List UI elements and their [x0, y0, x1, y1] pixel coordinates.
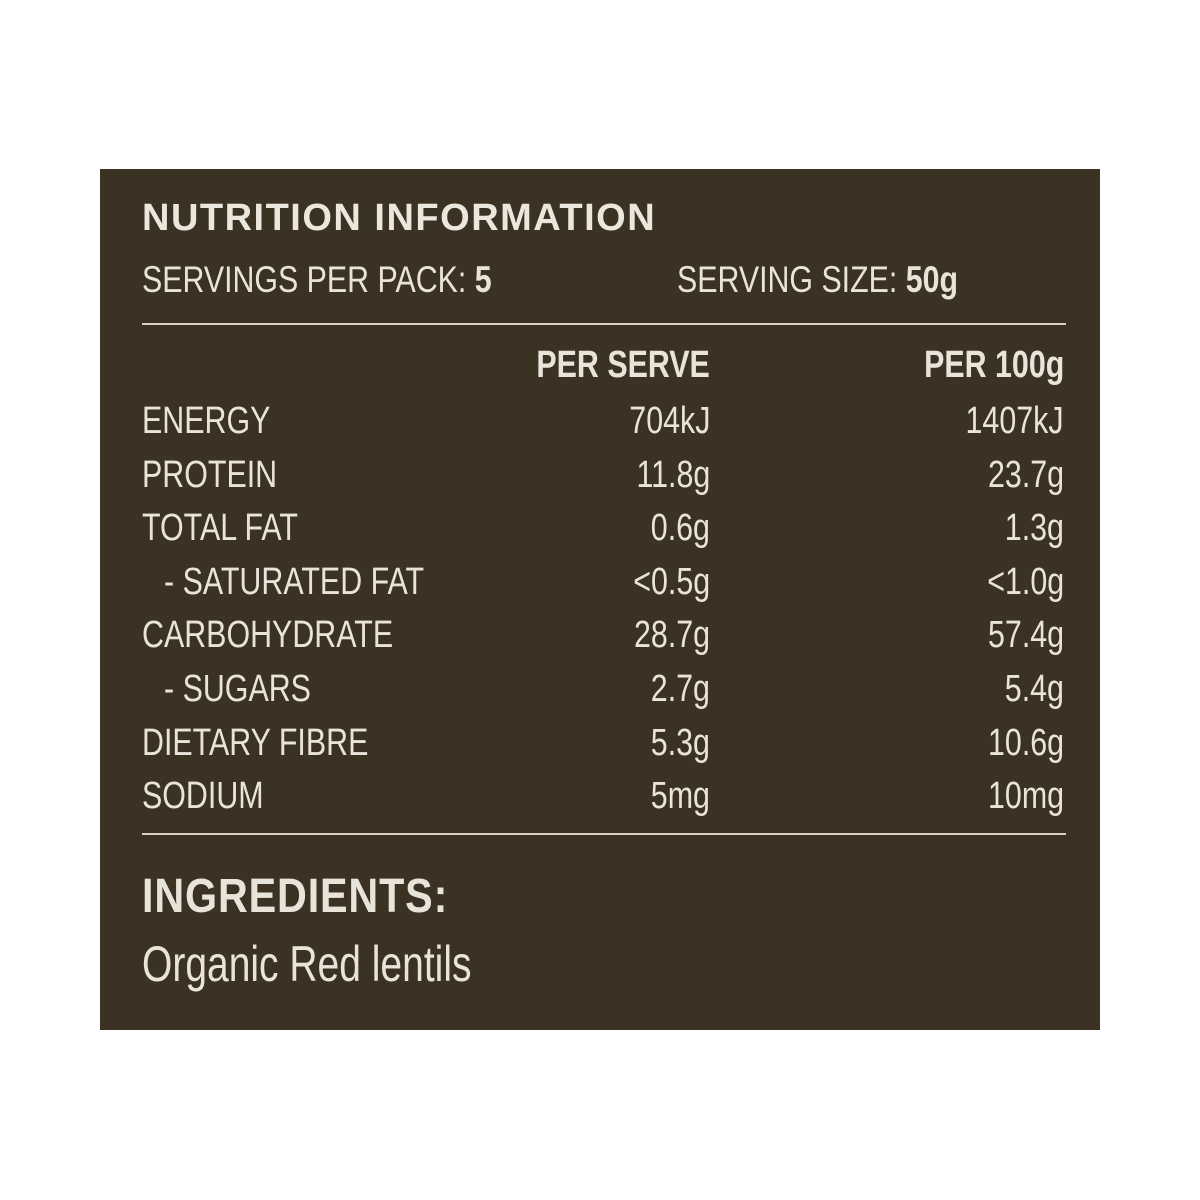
per-serve-value: 28.7g [633, 614, 710, 657]
column-header-per-100g: PER 100g [923, 344, 1064, 386]
ingredients-text: Organic Red lentils [142, 936, 472, 992]
per-serve-value: 5mg [650, 775, 710, 818]
divider-bottom [142, 833, 1066, 835]
divider-top [142, 323, 1066, 325]
per-100g-value: 1407kJ [965, 400, 1064, 442]
servings-per-pack-value: 5 [474, 259, 492, 300]
nutrient-name: DIETARY FIBRE [142, 721, 369, 764]
ingredients-heading: INGREDIENTS: [142, 870, 449, 923]
serving-size-value: 50g [905, 259, 959, 300]
table-row: CARBOHYDRATE 28.7g 57.4g [142, 611, 1066, 665]
table-row: - SATURATED FAT <0.5g <1.0g [142, 558, 1066, 612]
table-row: TOTAL FAT 0.6g 1.3g [142, 504, 1066, 558]
nutrient-name: - SATURATED FAT [164, 560, 425, 603]
per-serve-value: 704kJ [628, 400, 710, 442]
nutrition-title: NUTRITION INFORMATION [142, 197, 657, 239]
serving-size-label: SERVING SIZE: [677, 259, 898, 300]
table-row: PROTEIN 11.8g 23.7g [142, 451, 1066, 505]
per-100g-value: 10.6g [987, 721, 1064, 764]
per-100g-value: 1.3g [1004, 507, 1064, 550]
nutrient-name: PROTEIN [142, 453, 278, 496]
nutrient-name: SODIUM [142, 775, 264, 818]
nutrient-name: ENERGY [142, 400, 271, 442]
table-header-row: PER SERVE PER 100g [142, 341, 1066, 397]
per-100g-value: 23.7g [987, 453, 1064, 496]
per-100g-value: 57.4g [987, 614, 1064, 657]
table-row: DIETARY FIBRE 5.3g 10.6g [142, 719, 1066, 773]
table-row: SODIUM 5mg 10mg [142, 772, 1066, 826]
table-row: - SUGARS 2.7g 5.4g [142, 665, 1066, 719]
nutrient-name: - SUGARS [164, 667, 311, 710]
serving-size: SERVING SIZE: 50g [677, 259, 958, 301]
per-serve-value: <0.5g [633, 560, 710, 603]
per-serve-value: 0.6g [650, 507, 710, 550]
nutrient-name: CARBOHYDRATE [142, 614, 394, 657]
column-header-per-serve: PER SERVE [536, 344, 710, 386]
per-serve-value: 2.7g [650, 667, 710, 710]
nutrient-name: TOTAL FAT [142, 507, 298, 550]
per-serve-value: 5.3g [650, 721, 710, 764]
servings-per-pack: SERVINGS PER PACK: 5 [142, 259, 492, 301]
per-100g-value: <1.0g [987, 560, 1064, 603]
nutrition-table: PER SERVE PER 100g ENERGY 704kJ 1407kJ P… [142, 341, 1066, 826]
table-row: ENERGY 704kJ 1407kJ [142, 397, 1066, 451]
servings-row: SERVINGS PER PACK: 5 SERVING SIZE: 50g [142, 259, 1062, 303]
per-serve-value: 11.8g [636, 453, 710, 496]
per-100g-value: 10mg [987, 775, 1064, 818]
servings-per-pack-label: SERVINGS PER PACK: [142, 259, 467, 300]
per-100g-value: 5.4g [1004, 667, 1064, 710]
nutrition-panel: NUTRITION INFORMATION SERVINGS PER PACK:… [100, 169, 1100, 1030]
